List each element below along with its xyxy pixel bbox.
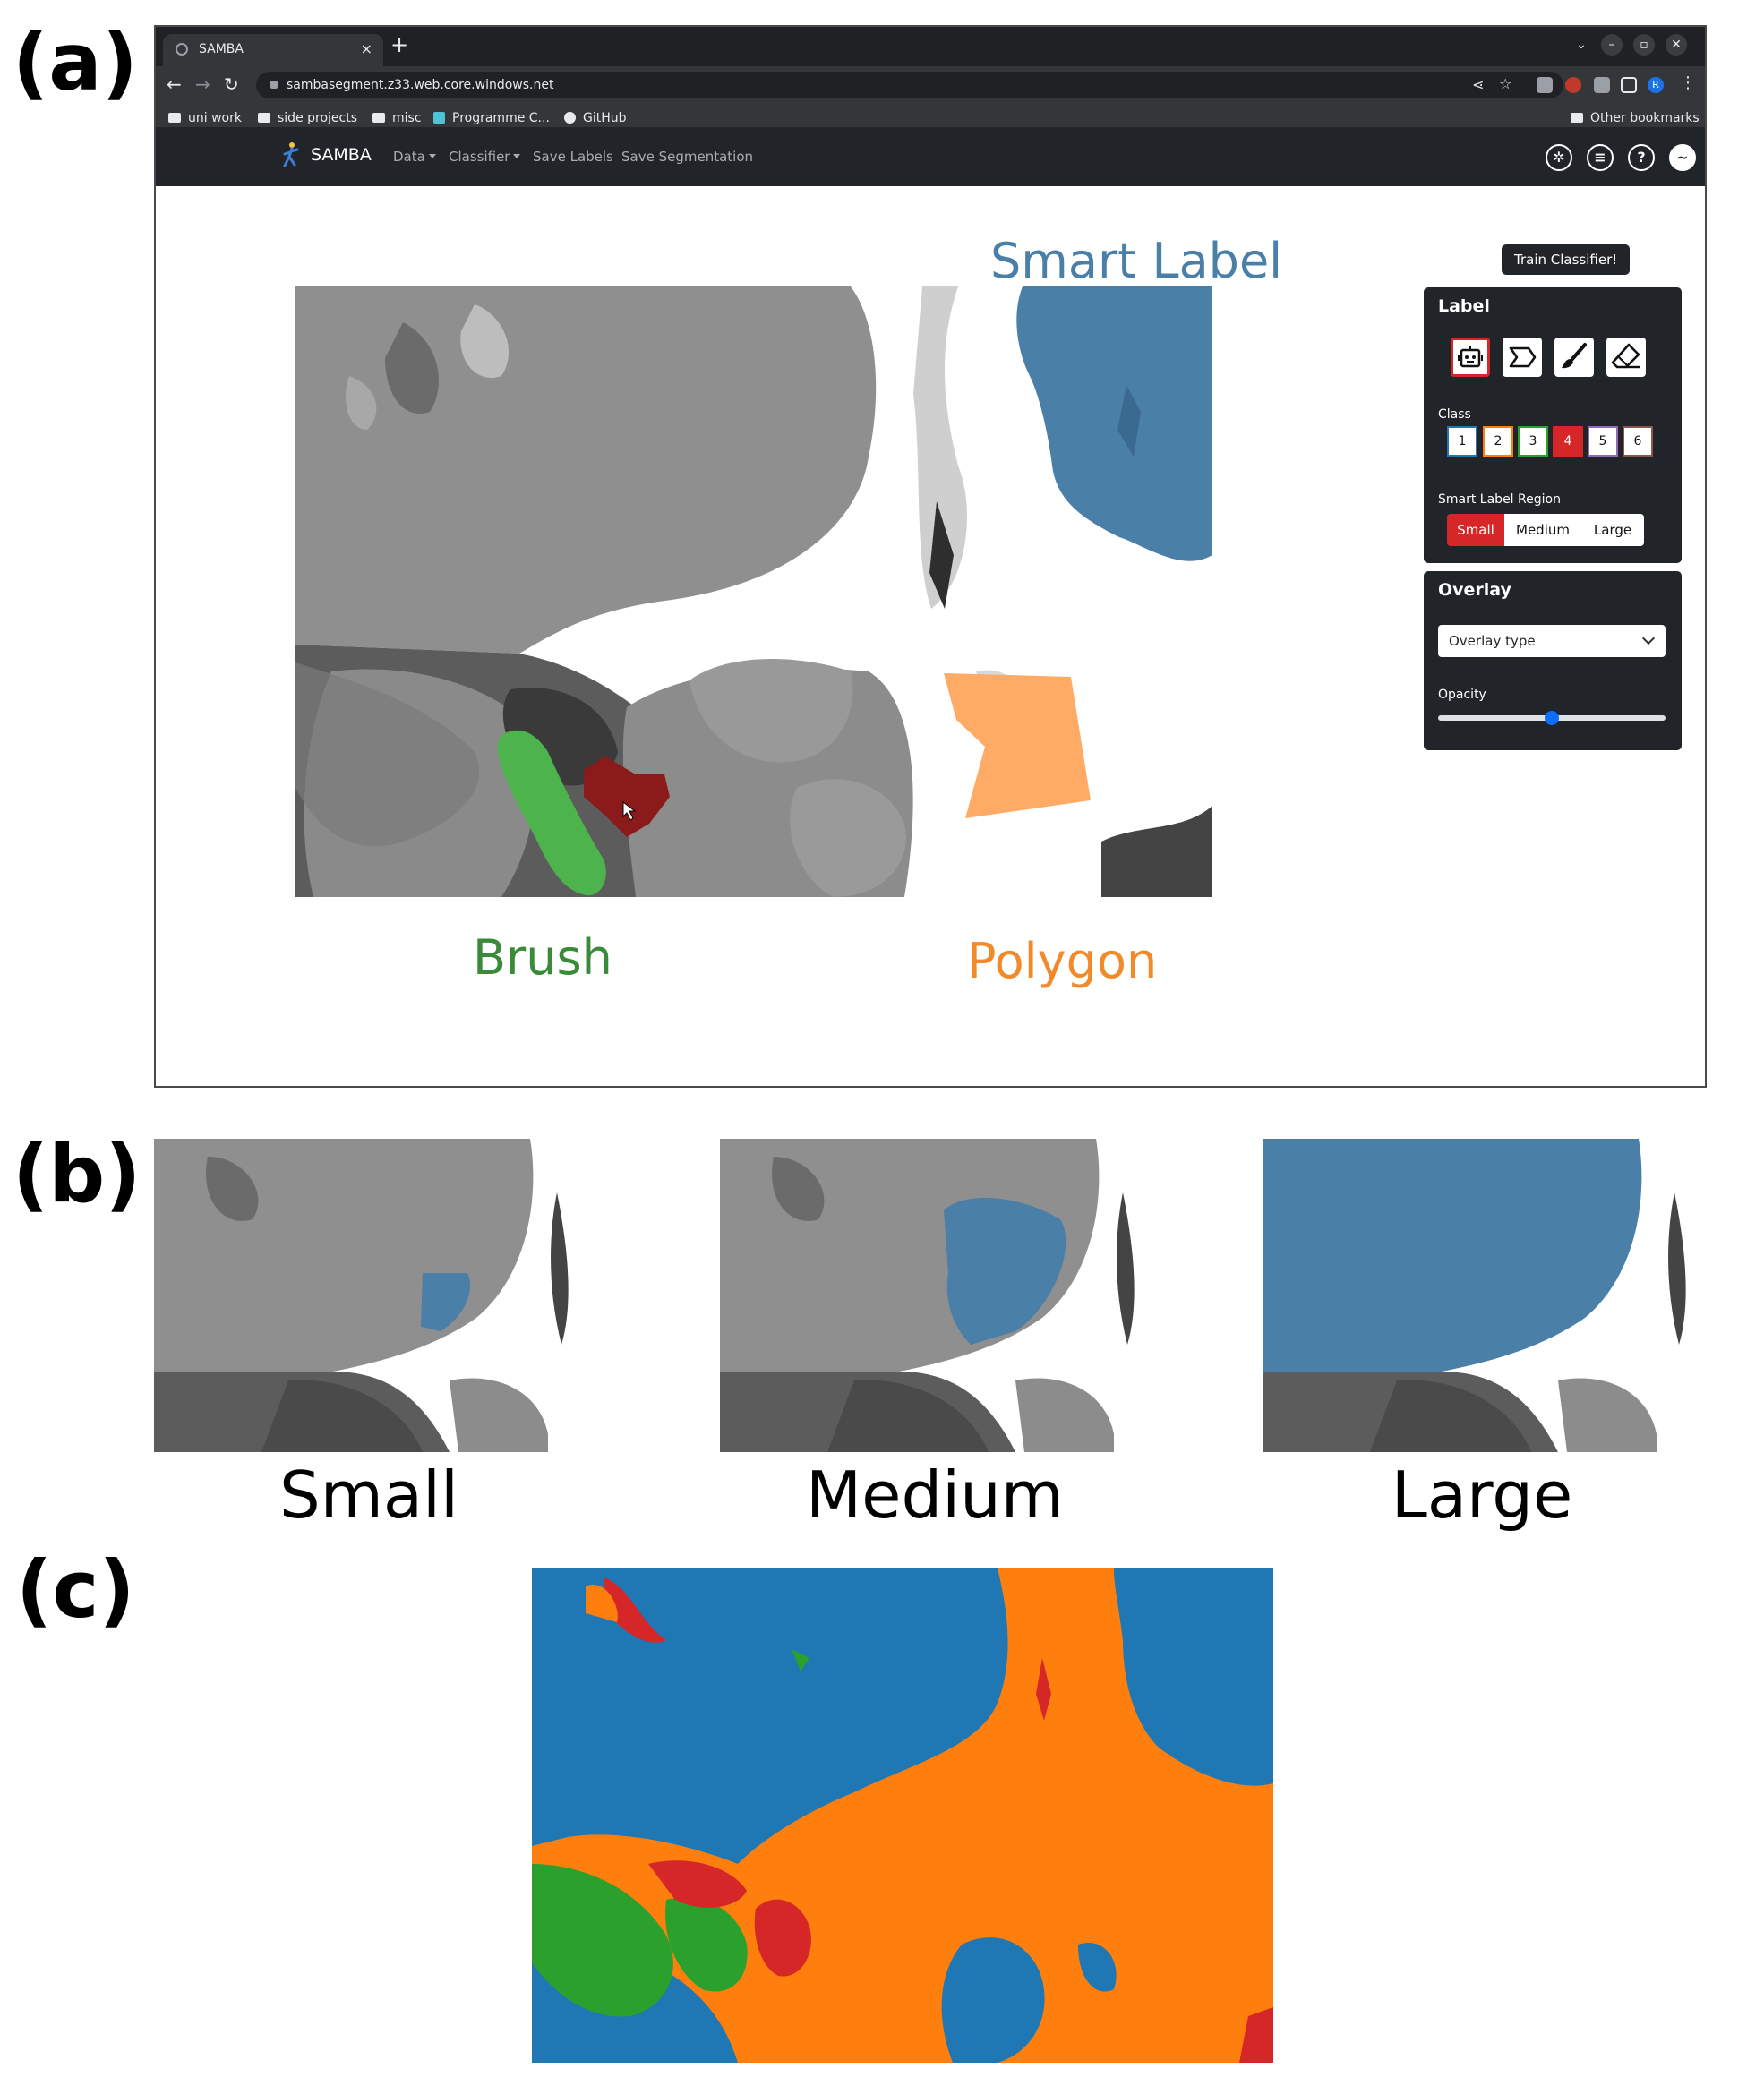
minimize-icon[interactable]: – (1601, 34, 1623, 56)
robot-icon (1458, 346, 1483, 368)
tab-close-icon[interactable]: × (360, 40, 372, 57)
region-medium-button[interactable]: Medium (1504, 514, 1581, 546)
caret-down-icon (513, 154, 521, 158)
back-icon[interactable]: ← (167, 73, 182, 95)
region-medium-image (720, 1139, 1150, 1452)
opacity-slider-thumb[interactable] (1545, 711, 1559, 725)
app-brand[interactable]: SAMBA (311, 145, 372, 165)
overlay-type-value: Overlay type (1449, 633, 1536, 649)
forward-icon[interactable]: → (195, 73, 210, 95)
segmentation-result (532, 1568, 1273, 2063)
folder-icon (1571, 113, 1583, 123)
folder-icon (168, 113, 181, 123)
eraser-tool-button[interactable] (1606, 338, 1646, 377)
label-card: Label (1424, 287, 1682, 563)
chevron-down-icon[interactable]: ⌄ (1576, 38, 1587, 52)
sample-image[interactable] (295, 286, 1212, 897)
caret-down-icon (428, 154, 436, 158)
region-large-button[interactable]: Large (1581, 514, 1644, 546)
caption-large: Large (1391, 1457, 1573, 1533)
polygon-annotation: Polygon (967, 933, 1158, 989)
brush-tool-icon (1562, 343, 1587, 369)
region-small-image (154, 1139, 584, 1452)
region-large-image (1263, 1139, 1701, 1452)
nav-save-labels[interactable]: Save Labels (533, 149, 613, 165)
class-button-4[interactable]: 4 (1553, 426, 1583, 457)
globe-icon (176, 43, 188, 56)
train-classifier-button[interactable]: Train Classifier! (1502, 244, 1631, 275)
caption-small: Small (279, 1457, 458, 1533)
bookmark-github[interactable]: GitHub (564, 111, 627, 125)
new-tab-icon[interactable]: + (390, 32, 409, 57)
other-bookmarks[interactable]: Other bookmarks (1571, 111, 1700, 125)
nav-save-segmentation[interactable]: Save Segmentation (621, 149, 754, 165)
class-button-2[interactable]: 2 (1483, 426, 1513, 457)
class-button-1[interactable]: 1 (1447, 426, 1477, 457)
panel-label-b: (b) (13, 1128, 141, 1220)
theme-toggle-icon[interactable]: ~ (1669, 144, 1696, 171)
panel-label-c: (c) (16, 1543, 135, 1636)
bookmark-side-projects[interactable]: side projects (258, 111, 357, 125)
reload-icon[interactable]: ↻ (224, 73, 239, 95)
app-navbar: SAMBA Data Classifier Save Labels Save S… (156, 127, 1705, 186)
smart-label-region-label: Smart Label Region (1438, 492, 1561, 507)
document-icon[interactable]: ≡ (1587, 144, 1614, 171)
app-content: Smart Label Brush Polygon Train Classifi… (156, 186, 1705, 1086)
panel-label-a: (a) (13, 16, 138, 108)
samba-logo-icon (283, 142, 299, 167)
github-icon (564, 112, 576, 124)
share-icon[interactable]: ⋖ (1472, 76, 1485, 93)
class-button-6[interactable]: 6 (1623, 426, 1653, 457)
sidepanel-icon[interactable] (1621, 77, 1637, 93)
puzzle-icon[interactable] (1594, 77, 1610, 93)
nav-data-dropdown[interactable]: Data (393, 149, 436, 165)
kebab-menu-icon[interactable]: ⋮ (1680, 73, 1696, 92)
bookmark-misc[interactable]: misc (372, 111, 422, 125)
bookmark-uni-work[interactable]: uni work (168, 111, 242, 125)
overlay-card-title: Overlay (1438, 580, 1511, 600)
tab-title: SAMBA (199, 42, 244, 56)
ublock-icon[interactable] (1565, 77, 1581, 93)
brush-annotation: Brush (473, 929, 612, 986)
opacity-label: Opacity (1438, 688, 1486, 702)
close-window-icon[interactable]: ✕ (1666, 34, 1687, 56)
url-text: sambasegment.z33.web.core.windows.net (287, 78, 554, 92)
polygon-tool-button[interactable] (1503, 338, 1542, 377)
brush-tool-button[interactable] (1554, 338, 1594, 377)
url-field[interactable]: sambasegment.z33.web.core.windows.net (256, 72, 1563, 98)
site-favicon-icon (433, 112, 445, 124)
profile-avatar[interactable]: R (1648, 77, 1664, 93)
star-icon[interactable]: ☆ (1499, 75, 1512, 92)
label-card-title: Label (1438, 296, 1490, 316)
eraser-tool-icon (1611, 343, 1640, 369)
smart-label-annotation: Smart Label (990, 233, 1283, 289)
extension-icon[interactable] (1537, 77, 1553, 93)
browser-tab[interactable]: SAMBA × (163, 34, 383, 66)
bookmark-programme[interactable]: Programme C... (433, 111, 550, 125)
maximize-icon[interactable]: ▫ (1633, 34, 1655, 56)
browser-window: SAMBA × + ⌄ – ▫ ✕ ← → ↻ sambasegment.z33… (154, 25, 1707, 1088)
settings-icon[interactable]: ✲ (1546, 144, 1572, 171)
chevron-down-icon (1641, 631, 1656, 645)
caption-medium: Medium (806, 1457, 1064, 1533)
class-button-5[interactable]: 5 (1588, 426, 1618, 457)
microscopy-canvas[interactable] (295, 286, 1212, 897)
lock-icon (270, 81, 278, 89)
nav-classifier-dropdown[interactable]: Classifier (449, 149, 521, 165)
region-small-button[interactable]: Small (1447, 514, 1504, 546)
folder-icon (258, 113, 270, 123)
help-icon[interactable]: ? (1628, 144, 1655, 171)
smart-label-tool-button[interactable] (1451, 338, 1490, 377)
tab-strip: SAMBA × + ⌄ – ▫ ✕ (156, 27, 1705, 66)
class-button-3[interactable]: 3 (1518, 426, 1548, 457)
folder-icon (372, 113, 385, 123)
polygon-tool-icon (1509, 346, 1537, 368)
overlay-card: Overlay Overlay type Opacity (1424, 571, 1682, 750)
overlay-type-select[interactable]: Overlay type (1438, 625, 1666, 657)
address-bar-row: ← → ↻ sambasegment.z33.web.core.windows.… (156, 66, 1705, 104)
opacity-slider[interactable] (1438, 711, 1666, 725)
class-label: Class (1438, 407, 1471, 422)
